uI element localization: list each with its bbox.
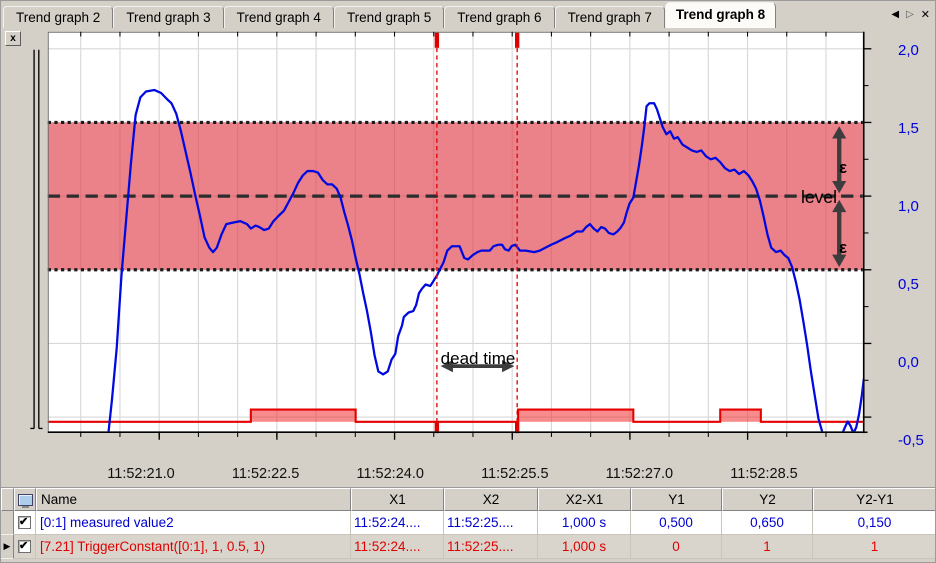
tab-trend-graph-6[interactable]: Trend graph 6: [444, 6, 555, 28]
y-tick-label: 1,5: [898, 120, 919, 137]
epsilon-lower-arrow: [832, 254, 847, 267]
visibility-checkbox[interactable]: [18, 539, 31, 553]
y-tick-label: 2,0: [898, 42, 919, 59]
x2-value: 11:52:25....: [444, 535, 538, 559]
x-tick-label: 11:52:28.5: [730, 466, 798, 482]
trigger-pulse: [720, 409, 761, 422]
dead-time-arrow: [440, 359, 453, 373]
signal-name: [0:1] measured value2: [36, 511, 351, 535]
x2-x1-value: 1,000 s: [538, 511, 631, 535]
scroll-tabs-right-icon[interactable]: ▷: [906, 8, 914, 20]
measured-curve: [107, 88, 864, 433]
trigger-pulse: [518, 409, 634, 422]
y-tick-label: 1,0: [898, 198, 919, 215]
epsilon-upper-annotation: ε: [838, 158, 848, 177]
close-chart-button[interactable]: x: [5, 31, 21, 46]
y-tick-label: 0,0: [898, 354, 919, 371]
signal-name: [7.21] TriggerConstant([0:1], 1, 0.5, 1): [36, 535, 351, 559]
tab-trend-graph-5[interactable]: Trend graph 5: [333, 6, 445, 28]
column-header-x2[interactable]: X2: [444, 488, 538, 511]
close-tab-icon[interactable]: ✕: [920, 8, 930, 21]
current-row-marker-icon: ▶: [3, 541, 11, 551]
epsilon-lower-arrow: [832, 199, 847, 213]
column-header-y2-y1[interactable]: Y2-Y1: [813, 488, 935, 511]
screen-icon: [17, 493, 33, 508]
level-annotation: level: [801, 187, 837, 207]
column-header-x1[interactable]: X1: [351, 488, 444, 511]
epsilon-upper-arrow: [832, 181, 847, 194]
x-tick-label: 11:52:27.0: [605, 466, 674, 482]
column-header-y2[interactable]: Y2: [722, 488, 813, 511]
x-tick-label: 11:52:25.5: [481, 466, 549, 482]
dead-time-annotation: dead time: [440, 349, 516, 368]
y1-value: 0: [631, 535, 722, 559]
x-tick-label: 11:52:22.5: [231, 466, 300, 482]
table-row[interactable]: ▶ [7.21] TriggerConstant([0:1], 1, 0.5, …: [1, 535, 935, 559]
scroll-tabs-left-icon[interactable]: ◀: [891, 8, 900, 20]
row-selector-header: [1, 488, 14, 511]
column-header-x2-x1[interactable]: X2-X1: [538, 488, 631, 511]
visibility-checkbox[interactable]: [18, 515, 31, 529]
x-tick-label: 11:52:21.0: [107, 466, 175, 482]
x1-value: 11:52:24....: [351, 511, 444, 535]
chart-pane: x level ε ε dead time 11:52:21.0 11:52:22…: [1, 28, 936, 487]
x2-x1-value: 1,000 s: [538, 535, 631, 559]
signal-table: Name X1 X2 X2-X1 Y1 Y2 Y2-Y1 [0:1] measu…: [1, 487, 935, 562]
tab-trend-graph-2[interactable]: Trend graph 2: [3, 6, 114, 28]
tab-trend-graph-8[interactable]: Trend graph 8: [664, 2, 777, 28]
y2-y1-value: 0,150: [813, 511, 935, 535]
y-tick-label: -0,5: [898, 432, 924, 449]
table-header-row: Name X1 X2 X2-X1 Y1 Y2 Y2-Y1: [1, 488, 935, 511]
column-header-name[interactable]: Name: [36, 488, 351, 511]
y2-value: 0,650: [722, 511, 813, 535]
trigger-curve: [47, 408, 864, 423]
x1-value: 11:52:24....: [351, 535, 444, 559]
plot-svg[interactable]: [1, 28, 936, 487]
row-selector-cell[interactable]: ▶: [1, 535, 14, 559]
y1-value: 0,500: [631, 511, 722, 535]
y2-value: 1: [722, 535, 813, 559]
column-header-y1[interactable]: Y1: [631, 488, 722, 511]
epsilon-upper-arrow: [832, 126, 847, 139]
tab-bar: Trend graph 2 Trend graph 3 Trend graph …: [1, 1, 935, 28]
y2-y1-value: 1: [813, 535, 935, 559]
visibility-column-header[interactable]: [14, 488, 36, 511]
tab-trend-graph-3[interactable]: Trend graph 3: [113, 6, 224, 28]
x2-value: 11:52:25....: [444, 511, 538, 535]
table-row[interactable]: [0:1] measured value2 11:52:24.... 11:52…: [1, 511, 935, 535]
tab-navigation: ◀ ▷ ✕: [891, 8, 930, 21]
y-tick-label: 0,5: [898, 276, 919, 293]
tab-trend-graph-4[interactable]: Trend graph 4: [223, 6, 334, 28]
trigger-pulse: [250, 409, 356, 422]
row-selector-cell[interactable]: [1, 511, 14, 535]
x-tick-label: 11:52:24.0: [356, 466, 424, 482]
epsilon-lower-annotation: ε: [838, 238, 848, 257]
dead-time-arrow: [502, 359, 515, 373]
tab-trend-graph-7[interactable]: Trend graph 7: [554, 6, 665, 28]
